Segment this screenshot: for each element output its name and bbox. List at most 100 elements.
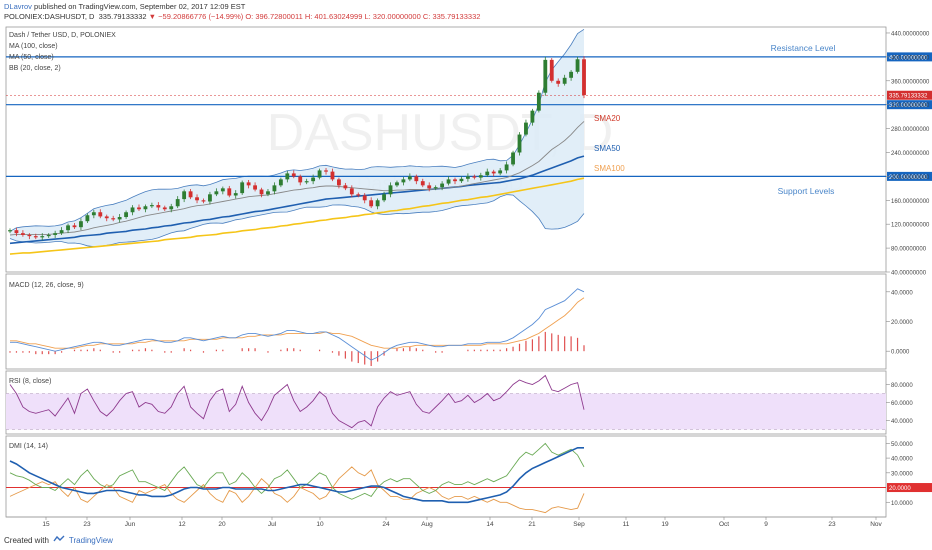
candle-body xyxy=(285,173,290,180)
dmi-adx-line xyxy=(9,447,584,504)
candle-body xyxy=(330,171,335,180)
sma20-line xyxy=(9,121,585,236)
annotation-sma100: SMA100 xyxy=(594,164,625,173)
candle-body xyxy=(188,191,193,198)
candle-body xyxy=(420,181,425,186)
candle-body xyxy=(575,59,580,72)
candle-body xyxy=(130,207,135,213)
candle-body xyxy=(427,185,432,189)
candle-body xyxy=(524,122,528,135)
candle-body xyxy=(504,164,509,171)
candle-body xyxy=(304,181,309,183)
rsi-tick-label: 60.0000 xyxy=(891,401,913,407)
candle-body xyxy=(582,59,586,96)
indicator-legend: MA (100, close) xyxy=(9,43,58,50)
level-text-label: Support Levels xyxy=(778,186,835,196)
time-tick-label: Jun xyxy=(125,521,136,528)
candle-body xyxy=(569,71,574,78)
author-link[interactable]: DLavrov xyxy=(4,2,32,11)
last-price: 335.79133332 xyxy=(98,12,147,21)
ohlc-values: O: 396.72800011 H: 401.63024999 L: 320.0… xyxy=(245,12,481,21)
time-tick-label: Nov xyxy=(870,521,882,528)
price-tick-label: 320.00000000 xyxy=(891,103,930,109)
candle-body xyxy=(169,206,174,210)
candle-body xyxy=(240,182,245,194)
candle-body xyxy=(8,230,12,232)
time-tick-label: Aug xyxy=(421,521,433,528)
candle-body xyxy=(233,193,238,196)
candle-body xyxy=(459,178,464,182)
bollinger-upper-line xyxy=(9,28,585,232)
annotation-sma20: SMA20 xyxy=(594,114,621,123)
footer: Created with TradingView xyxy=(4,535,113,545)
dmi-tick-label: 50.0000 xyxy=(891,442,913,448)
time-tick-label: 20 xyxy=(218,521,226,528)
dmi-tick-label: 40.0000 xyxy=(891,457,913,463)
candle-body xyxy=(414,176,419,182)
price-tick-label: 400.00000000 xyxy=(891,55,930,61)
price-change: ▼ −59.20866776 (−14.99%) xyxy=(148,12,244,21)
candle-body xyxy=(446,179,451,184)
price-tick-label: 280.00000000 xyxy=(891,127,930,133)
time-tick-label: 23 xyxy=(83,521,91,528)
candle-body xyxy=(407,176,412,180)
candle-body xyxy=(227,188,232,196)
level-price-badge xyxy=(887,52,932,62)
time-tick-label: 9 xyxy=(764,521,768,528)
candle-body xyxy=(453,179,457,182)
main-chart-title: Dash / Tether USD, D, POLONIEX xyxy=(9,32,116,39)
candle-body xyxy=(91,212,96,216)
candle-body xyxy=(343,185,348,189)
time-tick-label: 24 xyxy=(382,521,390,528)
level-price-badge xyxy=(887,171,932,181)
candle-body xyxy=(14,230,19,234)
time-tick-label: Oct xyxy=(719,521,729,528)
candle-body xyxy=(208,194,212,202)
candle-body xyxy=(317,170,322,178)
candle-body xyxy=(195,197,199,201)
candle-body xyxy=(259,189,264,195)
time-tick-label: 21 xyxy=(528,521,536,528)
price-tick-label: 80.00000000 xyxy=(891,247,927,253)
sma100-line xyxy=(9,177,585,255)
dmi-tick-label: 10.0000 xyxy=(891,501,913,507)
dmi-reference-badge xyxy=(887,483,932,493)
candle-body xyxy=(27,234,32,237)
candle-body xyxy=(117,217,122,220)
time-tick-label: 12 xyxy=(178,521,186,528)
candle-body xyxy=(465,176,470,179)
price-tick-label: 200.00000000 xyxy=(891,175,930,181)
symbol-text: POLONIEX:DASHUSDT, D xyxy=(4,12,95,21)
level-price-label: 400.00000000 xyxy=(889,55,928,61)
candle-body xyxy=(149,205,154,207)
chart-canvas[interactable]: DASHUSDT, DDash / Tether USD400.00000000… xyxy=(0,0,932,530)
candle-body xyxy=(401,179,406,183)
candle-body xyxy=(72,225,77,228)
macd-tick-label: 40.0000 xyxy=(891,290,913,296)
candle-body xyxy=(46,234,51,237)
candle-body xyxy=(253,185,257,190)
candle-body xyxy=(124,212,129,218)
rsi-line xyxy=(9,374,585,429)
time-tick-label: Sep xyxy=(573,521,585,528)
price-tick-label: 360.00000000 xyxy=(891,79,930,85)
candle-body xyxy=(375,200,380,207)
indicator-legend: MA (50, close) xyxy=(9,54,54,61)
candle-body xyxy=(388,185,393,195)
candle-body xyxy=(337,179,341,186)
candle-body xyxy=(556,80,561,84)
candle-body xyxy=(530,110,535,123)
bollinger-band-fill xyxy=(10,29,584,247)
tradingview-brand[interactable]: TradingView xyxy=(68,535,113,545)
time-tick-label: 10 xyxy=(316,521,324,528)
candle-body xyxy=(311,177,316,182)
panel-frame xyxy=(5,273,887,370)
candle-body xyxy=(85,215,90,222)
candle-body xyxy=(98,212,103,217)
publish-line: DLavrov published on TradingView.com, Se… xyxy=(4,2,245,11)
candle-body xyxy=(20,233,25,235)
macd-title: MACD (12, 26, close, 9) xyxy=(9,282,84,289)
candle-body xyxy=(214,191,219,195)
candle-body xyxy=(40,236,45,238)
macd-line xyxy=(10,288,585,361)
